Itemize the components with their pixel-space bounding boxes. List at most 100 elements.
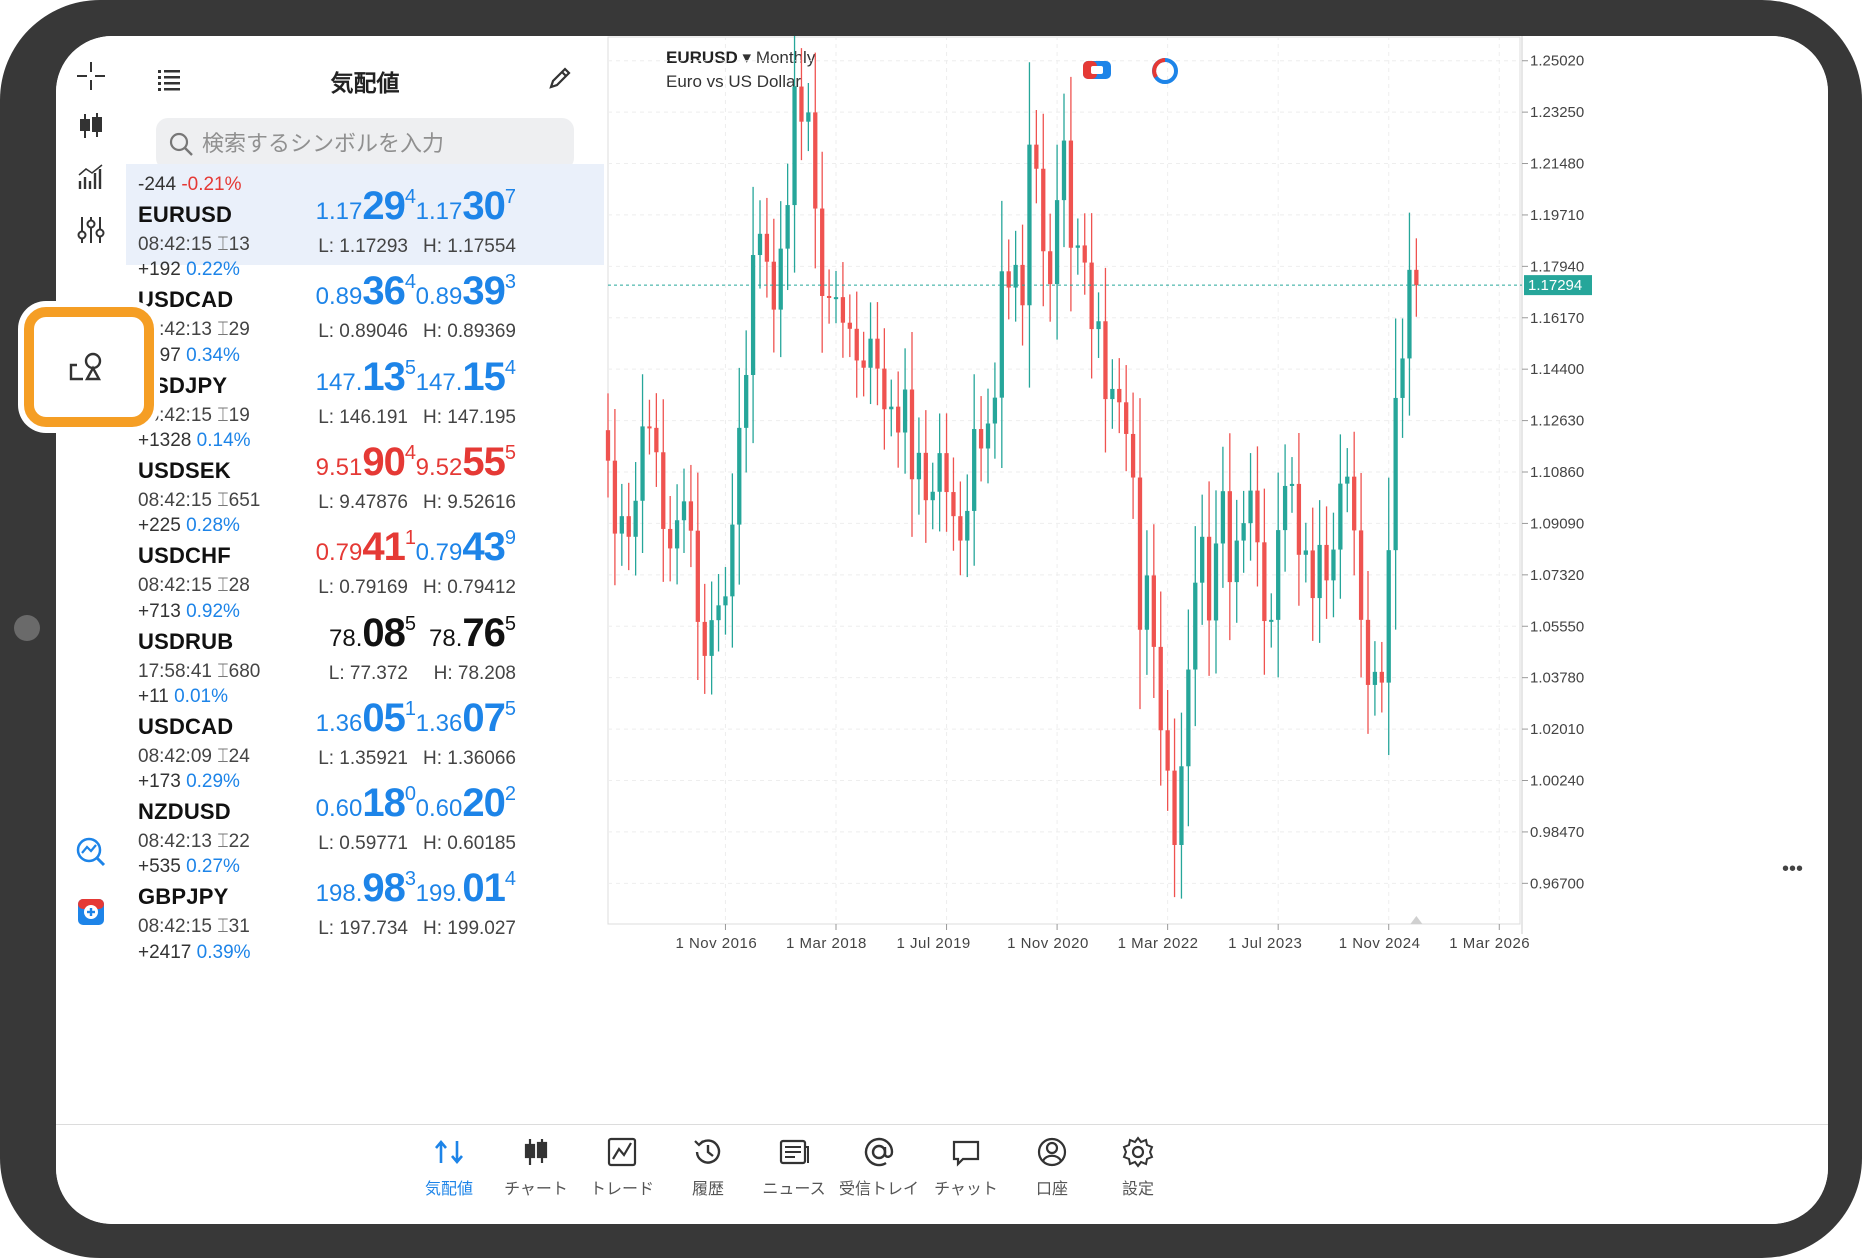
bid-prefix: 198.: [315, 880, 363, 908]
ask-price[interactable]: 9.52555: [346, 440, 516, 485]
quote-timestamp: 08:42:15: [138, 234, 212, 255]
bid-price[interactable]: 78.085: [236, 611, 416, 656]
tab-news[interactable]: ニュース: [744, 1135, 844, 1199]
change-percent: -0.21%: [181, 174, 242, 195]
quote-row[interactable]: +497 0.34% USDJPY 08:42:15 ⌶19 147.135 147.1…: [126, 335, 604, 436]
candle-body: [854, 328, 859, 361]
bid-price[interactable]: 0.79411: [236, 525, 416, 570]
edit-icon[interactable]: [546, 64, 574, 97]
chart-area[interactable]: EURUSD ▾ Monthly Euro vs US Dollar 1.250…: [604, 36, 1828, 1124]
list-icon[interactable]: [156, 66, 182, 97]
candle-body: [847, 322, 852, 329]
search-icon: [168, 131, 194, 162]
ask-price[interactable]: 0.79439: [346, 525, 516, 570]
x-tick-label: 1 Jul 2019: [897, 935, 971, 952]
tab-label: チャット: [934, 1179, 998, 1198]
quote-spread: 651: [228, 489, 261, 511]
add-chart-icon[interactable]: [71, 892, 111, 932]
tab-chat[interactable]: チャット: [916, 1135, 1016, 1199]
bar-chart-icon[interactable]: [71, 106, 111, 146]
bid-price[interactable]: 147.135: [236, 355, 416, 400]
candle-body: [1379, 671, 1384, 683]
quote-low: L: 1.17293: [318, 236, 408, 257]
candle-body: [799, 86, 804, 122]
bid-price[interactable]: 198.983: [236, 866, 416, 911]
tab-quotes[interactable]: 気配値: [399, 1135, 499, 1199]
quote-row[interactable]: +11 0.01% USDCAD 08:42:09 ⌶24 1.36051 1.3607…: [126, 676, 604, 777]
quote-spread: 28: [228, 575, 250, 597]
y-tick-label: 0.98470: [1530, 824, 1584, 841]
quote-row[interactable]: +225 0.28% USDCHF 08:42:15 ⌶28 0.79411 0.794…: [126, 505, 604, 606]
quote-spread: 22: [228, 831, 250, 853]
ask-price[interactable]: 0.60202: [346, 781, 516, 826]
tab-label: 受信トレイ: [838, 1179, 919, 1198]
candle-body: [737, 427, 742, 525]
y-tick-label: 1.10860: [1530, 464, 1584, 481]
tab-mail[interactable]: 受信トレイ: [829, 1135, 929, 1199]
left-toolbar: [56, 36, 127, 1124]
ask-price[interactable]: 78.765: [346, 611, 516, 656]
ask-price[interactable]: 147.154: [346, 355, 516, 400]
y-tick-label: 1.03780: [1530, 670, 1584, 687]
candle-body: [1075, 245, 1080, 248]
quote-change: +1328 0.14%: [138, 430, 251, 452]
bid-price[interactable]: 9.51904: [236, 440, 416, 485]
chart-more-button[interactable]: •••: [1782, 858, 1804, 880]
tab-label: 設定: [1121, 1179, 1154, 1198]
ask-prefix: 78.: [429, 624, 463, 652]
candle-body: [1220, 491, 1226, 544]
bid-price[interactable]: 1.36051: [236, 696, 416, 741]
quote-row[interactable]: +713 0.92% USDRUB 17:58:41 ⌶680 78.085 78.76…: [126, 591, 604, 692]
change-percent: 0.28%: [186, 515, 240, 537]
trade-toggle-icon[interactable]: [1082, 58, 1112, 87]
crosshair-icon[interactable]: [71, 56, 111, 96]
quote-change: +173 0.29%: [138, 771, 240, 793]
tab-settings[interactable]: 設定: [1088, 1135, 1188, 1199]
ask-big: 30: [462, 184, 505, 228]
quote-row[interactable]: +1328 0.14% USDSEK 08:42:15 ⌶651 9.51904 9.5…: [126, 420, 604, 521]
settings-sliders-icon[interactable]: [71, 210, 111, 250]
signals-icon[interactable]: [1150, 56, 1180, 91]
candlestick-chart[interactable]: 1.25020 1.23250 1.21480 1.19710 1.17940 1.161…: [604, 36, 1828, 1124]
bid-point: 1: [404, 697, 416, 720]
quote-row[interactable]: +192 0.22% USDCAD 08:42:13 ⌶29 0.89364 0.893…: [126, 249, 604, 350]
candle-body: [681, 501, 687, 521]
quote-time: 08:42:15 ⌶13: [138, 234, 250, 256]
y-tick-label: 1.00240: [1530, 773, 1584, 790]
bid-price[interactable]: 0.60180: [236, 781, 416, 826]
bid-big: 41: [362, 525, 405, 570]
ask-big: 55: [462, 439, 505, 484]
chart-tools-icon[interactable]: [71, 832, 111, 872]
y-tick-label: 1.05550: [1530, 618, 1584, 635]
chart-title[interactable]: EURUSD ▾ Monthly: [666, 48, 815, 68]
bid-price[interactable]: 0.89364: [236, 269, 416, 314]
ask-price[interactable]: 199.014: [346, 866, 516, 911]
tab-history[interactable]: 履歴: [658, 1135, 758, 1199]
tab-account[interactable]: 口座: [1002, 1135, 1102, 1199]
symbol-search[interactable]: [156, 118, 574, 170]
quote-row[interactable]: -244 -0.21% EURUSD 08:42:15 ⌶13 1.17294 1.17…: [126, 164, 604, 265]
bid-price[interactable]: 1.17294: [236, 184, 416, 229]
tab-trade[interactable]: トレード: [572, 1135, 672, 1199]
candle-body: [771, 261, 776, 310]
x-tick-label: 1 Mar 2022: [1118, 935, 1199, 952]
indicators-icon[interactable]: [71, 158, 111, 198]
change-points: +713: [138, 600, 181, 622]
candle-body: [612, 460, 618, 534]
quote-row[interactable]: +173 0.29% NZDUSD 08:42:13 ⌶22 0.60180 0.602…: [126, 761, 604, 862]
objects-button-highlight[interactable]: [24, 307, 154, 427]
ask-price[interactable]: 1.36075: [346, 696, 516, 741]
quote-row[interactable]: +535 0.27% GBPJPY 08:42:15 ⌶31 198.983 199.0…: [126, 846, 604, 947]
tab-chart[interactable]: チャート: [486, 1135, 586, 1199]
quote-time: 08:42:15 ⌶19: [138, 405, 250, 427]
quote-change: +535 0.27%: [138, 856, 240, 878]
quote-symbol: EURUSD: [138, 202, 233, 227]
tab-label: 履歴: [691, 1179, 724, 1198]
ask-price[interactable]: 0.89393: [346, 269, 516, 314]
candle-body: [1089, 262, 1094, 330]
candle-body: [1144, 575, 1150, 630]
search-input[interactable]: [202, 118, 562, 170]
quote-row[interactable]: +2417 0.39%: [126, 932, 604, 1033]
ask-price[interactable]: 1.17307: [346, 184, 516, 229]
